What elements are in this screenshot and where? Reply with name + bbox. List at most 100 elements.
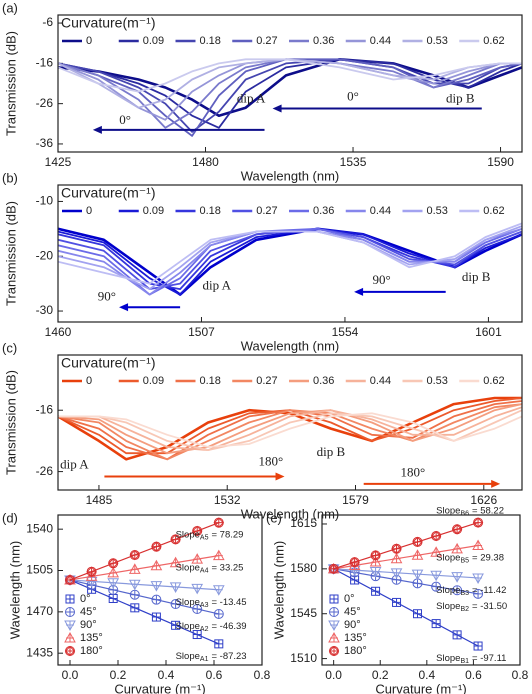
marker-cross [171, 535, 180, 544]
marker [107, 558, 119, 569]
annotation: dip A [237, 91, 266, 106]
spectrum-line [58, 406, 522, 451]
fit-line [69, 579, 219, 615]
panel: (e) 0.0 0.2 0.4 0.6 0.8 1510 1545 1580 1615 Curvat… [266, 505, 529, 694]
marker [108, 594, 118, 604]
marker-cross [330, 647, 338, 655]
plot-frame [57, 514, 263, 666]
marker-cross [66, 647, 74, 655]
marker [328, 620, 340, 632]
marker-cross [171, 621, 180, 630]
fit-sub: A1 [200, 656, 209, 663]
fit-label: SlopeB5 = 29.38 [436, 552, 504, 565]
x-tick-label: 1507 [188, 325, 215, 339]
marker-shape [65, 607, 75, 617]
marker [107, 566, 120, 578]
x-tick-label: 1480 [192, 155, 219, 169]
arrow-head [275, 472, 285, 481]
fit-label: SlopeB3 = -11.42 [436, 584, 506, 597]
panel: (a) 1425 1480 1535 1590 -6 -16 -26 -36 Wavelength… [2, 0, 523, 183]
annotation: 180° [259, 453, 284, 468]
marker [328, 631, 340, 643]
legend-label: 0° [344, 593, 355, 605]
x-tick-label: 0.4 [418, 668, 435, 682]
y-tick-label: -6 [42, 15, 53, 29]
marker [191, 583, 204, 595]
legend-label: 135° [344, 632, 367, 644]
fit-line [69, 579, 220, 645]
marker [430, 570, 442, 582]
x-tick-label: 0.0 [325, 668, 342, 682]
legend-label: 0.53 [427, 35, 448, 47]
marker-cross [109, 559, 118, 568]
legend-label: 0.18 [200, 205, 221, 217]
marker-cross [214, 639, 223, 648]
marker-cross [171, 558, 180, 567]
legend-label: 0.62 [483, 35, 504, 47]
x-tick-label: 1579 [342, 493, 369, 507]
spectrum-line [58, 403, 522, 455]
legend-label: 0.27 [256, 205, 277, 217]
marker [192, 604, 203, 615]
legend-label: 0 [86, 35, 92, 47]
marker [212, 585, 225, 596]
fit-label: SlopeA5 = 78.29 [176, 529, 244, 542]
fit-value: = -87.23 [211, 650, 246, 661]
fit-label: SlopeA2 = -46.39 [176, 620, 247, 633]
marker-cross [392, 598, 401, 607]
legend-label: 45° [344, 606, 361, 618]
x-tick-label: 0.8 [512, 668, 529, 682]
marker-cross [109, 594, 118, 603]
x-axis-title: Curvature (m⁻¹) [114, 681, 205, 694]
marker-shape [473, 588, 484, 599]
y-tick-label: -36 [36, 136, 54, 150]
plot-frame [321, 514, 521, 666]
annotation: 180° [400, 464, 425, 479]
fit-name: Slope [436, 600, 460, 611]
arrow-head [272, 104, 282, 113]
marker [451, 524, 463, 535]
y-tick-label: -26 [36, 464, 54, 478]
panel: (b) 1460 1507 1554 1601 -10 -20 -30 Wavelength (… [2, 170, 523, 353]
fit-sub: B3 [460, 590, 469, 597]
marker-shape [430, 530, 442, 542]
marker-cross [432, 582, 441, 591]
spectrum-line [58, 58, 522, 129]
fit-name: Slope [436, 584, 460, 595]
fit-label: SlopeA4 = 33.25 [176, 562, 244, 575]
fit-name: Slope [176, 562, 200, 573]
fit-line [333, 568, 479, 647]
marker-shape [170, 534, 181, 545]
y-axis-title: Wavelength (nm) [271, 541, 286, 640]
marker [213, 517, 225, 528]
marker [214, 639, 224, 649]
legend-label: 0 [86, 205, 92, 217]
marker-cross [171, 582, 180, 591]
marker-cross [66, 595, 74, 603]
fit-value: = 29.38 [472, 552, 504, 563]
marker-cross [193, 605, 202, 614]
x-tick-label: 0.4 [158, 668, 175, 682]
y-tick-label: 1505 [26, 563, 53, 577]
marker-cross [413, 570, 422, 579]
fit-value: = -31.50 [472, 600, 507, 611]
x-axis-title: Wavelength (nm) [241, 506, 340, 521]
x-tick-label: 1535 [340, 155, 367, 169]
legend-label: 0.44 [370, 35, 391, 47]
legend-label: 0.36 [313, 35, 334, 47]
spectrum-line [58, 58, 522, 137]
marker-cross [453, 544, 462, 553]
marker [65, 607, 75, 617]
legend-label: 0° [80, 593, 91, 605]
marker-cross [66, 608, 74, 616]
marker-shape [328, 645, 340, 657]
y-tick-label: -10 [36, 194, 54, 208]
panel-label: (b) [2, 170, 18, 185]
marker [413, 609, 423, 619]
marker [64, 574, 76, 586]
panel-label: (a) [2, 0, 18, 15]
legend-label: 0.36 [313, 375, 334, 387]
marker [411, 549, 424, 560]
marker-shape [213, 517, 225, 528]
fit-label: SlopeA3 = -13.45 [176, 596, 247, 609]
